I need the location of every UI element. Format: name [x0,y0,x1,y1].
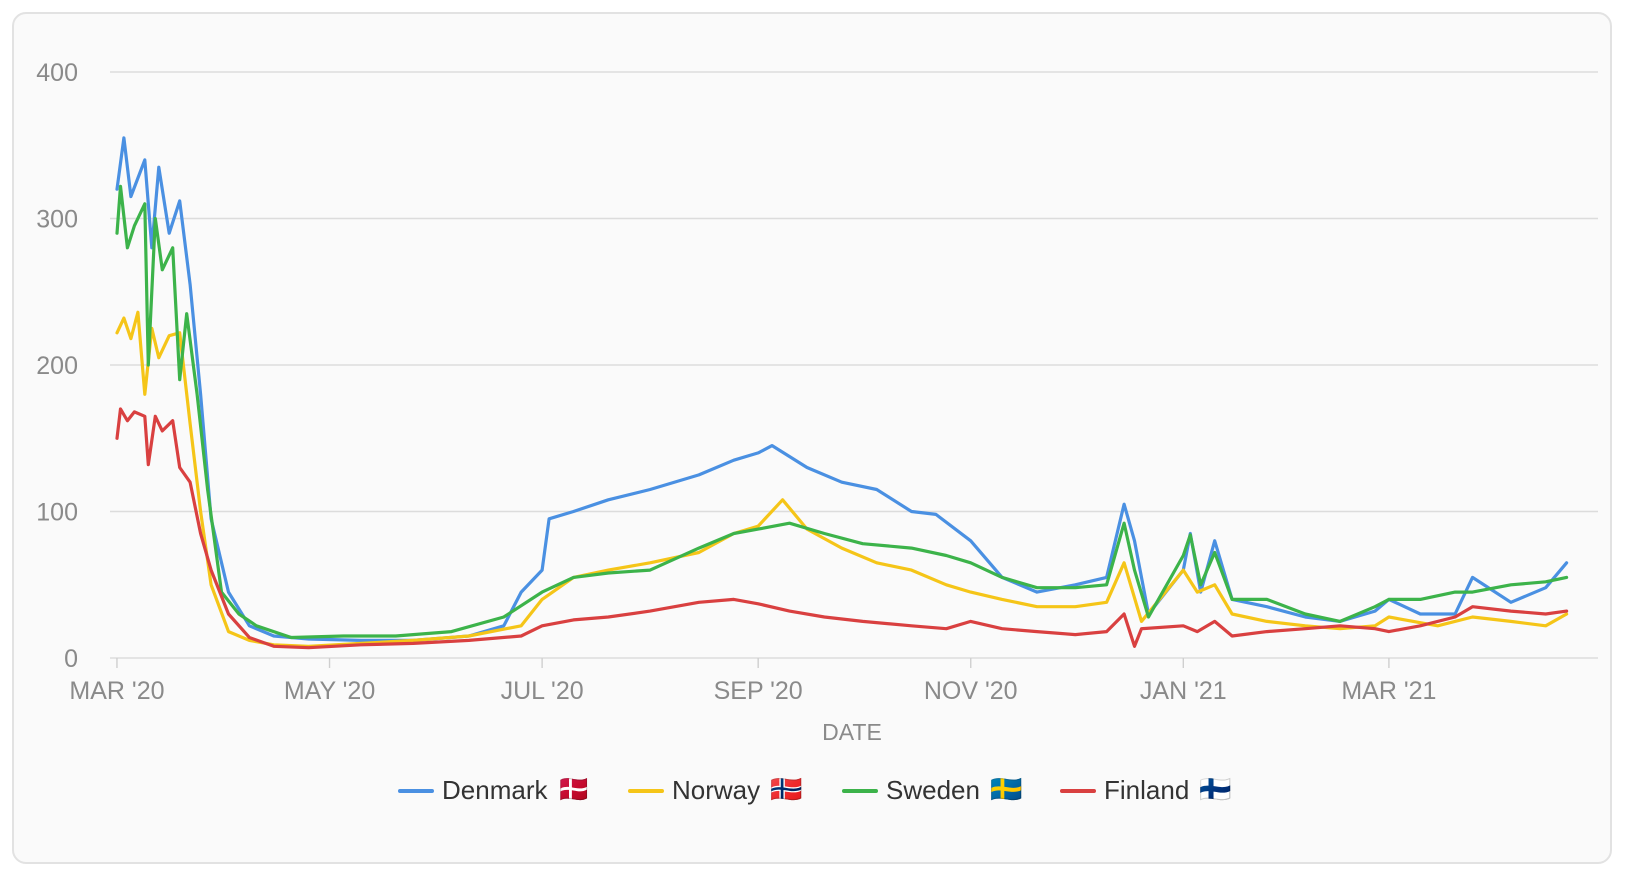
legend-label: Denmark [442,775,548,805]
flag-icon: 🇩🇰 [557,774,589,804]
series-line-finland [115,407,1569,650]
legend-item-sweden[interactable]: Sweden 🇸🇪 [842,774,1022,805]
x-tick-label: JUL '20 [501,677,584,705]
y-tick-label: 300 [36,206,78,234]
legend[interactable]: Denmark 🇩🇰 Norway 🇳🇴 Sweden 🇸🇪 Finland 🇫🇮 [398,774,1232,805]
y-tick-label: 200 [36,352,78,380]
x-tick-label: NOV '20 [924,677,1018,705]
x-axis: MAR '20 MAY '20 JUL '20 SEP '20 NOV '20 JAN '… [69,658,1436,705]
legend-label: Norway [672,775,760,805]
series-line-sweden [115,184,1569,640]
series-line-denmark [115,136,1569,642]
x-tick-label: MAY '20 [284,677,375,705]
legend-label: Sweden [886,775,980,805]
legend-item-denmark[interactable]: Denmark 🇩🇰 [398,774,590,805]
y-tick-label: 400 [36,59,78,87]
x-tick-label: MAR '21 [1341,677,1436,705]
x-tick-label: MAR '20 [69,677,164,705]
y-tick-label: 100 [36,499,78,527]
x-tick-label: JAN '21 [1140,677,1227,705]
x-tick-label: SEP '20 [714,677,803,705]
flag-icon: 🇸🇪 [990,774,1022,804]
chart-card [12,12,1612,864]
flag-icon: 🇫🇮 [1199,774,1231,804]
legend-label: Finland [1104,775,1189,805]
series-line-norway [115,310,1569,648]
y-tick-label: 0 [64,645,78,673]
legend-item-norway[interactable]: Norway 🇳🇴 [628,774,803,805]
flag-icon: 🇳🇴 [770,774,802,804]
legend-item-finland[interactable]: Finland 🇫🇮 [1060,774,1232,805]
gridlines [110,71,1598,659]
x-axis-label: DATE [822,719,882,745]
series-group [115,136,1569,650]
y-axis: 0 100 200 300 400 [36,59,78,673]
